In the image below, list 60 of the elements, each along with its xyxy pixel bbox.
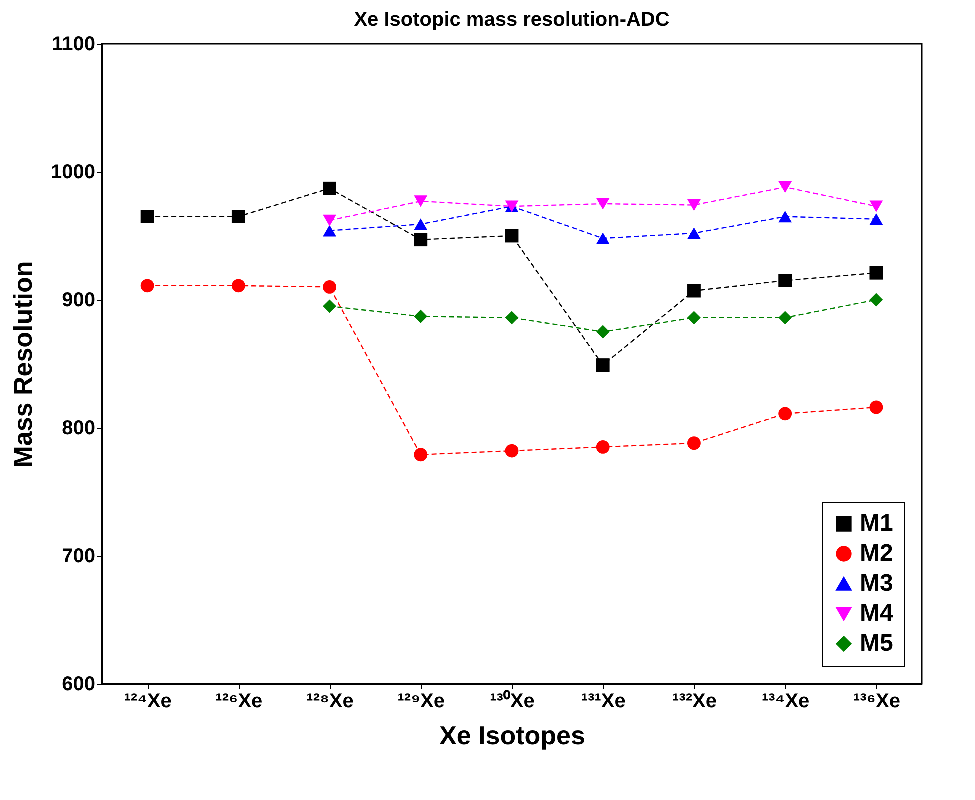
x-tick-label: ¹³²Xe: [672, 690, 717, 712]
chart-title: Xe Isotopic mass resolution-ADC: [354, 9, 670, 31]
point: [232, 210, 246, 224]
point: [414, 448, 428, 462]
point: [870, 214, 884, 226]
point: [414, 310, 428, 324]
point: [596, 440, 610, 454]
point: [414, 218, 428, 230]
point: [688, 199, 701, 212]
legend-label: M1: [860, 510, 894, 537]
y-axis-title: Mass Resolution: [8, 261, 38, 468]
x-tick-label: ¹³⁴Xe: [762, 690, 810, 712]
x-tick-label: ¹²⁴Xe: [124, 690, 172, 712]
point: [140, 210, 154, 224]
y-tick-label: 1000: [51, 162, 96, 184]
point: [323, 225, 336, 237]
point: [596, 358, 610, 372]
x-tick-label: ¹²⁹Xe: [398, 690, 446, 712]
point: [870, 400, 884, 414]
point: [505, 311, 519, 325]
x-tick-label: ¹³¹Xe: [581, 690, 626, 712]
point: [688, 228, 701, 240]
legend-label: M3: [860, 570, 894, 597]
point: [232, 279, 246, 293]
point: [778, 311, 792, 325]
point: [414, 196, 428, 208]
point: [505, 229, 519, 243]
x-tick-label: ¹³⁶Xe: [853, 690, 900, 712]
point: [688, 284, 701, 298]
x-axis-title: Xe Isotopes: [440, 720, 586, 750]
point: [688, 311, 701, 325]
y-tick-label: 900: [62, 290, 96, 312]
point: [778, 274, 792, 288]
y-tick-label: 600: [62, 674, 96, 696]
point: [778, 210, 792, 223]
y-tick-label: 700: [62, 546, 96, 568]
point: [140, 279, 154, 293]
legend-label: M5: [860, 630, 894, 657]
point: [323, 280, 336, 294]
point: [870, 200, 884, 212]
point: [505, 444, 519, 458]
point: [414, 233, 428, 247]
x-tick-label: ¹³⁰Xe: [490, 690, 535, 712]
point: [778, 182, 792, 194]
point: [688, 436, 701, 450]
point: [596, 325, 610, 339]
y-tick-label: 800: [62, 418, 96, 440]
point: [870, 266, 884, 280]
point: [323, 214, 336, 226]
point: [870, 293, 884, 307]
y-tick-label: 1100: [52, 34, 96, 56]
legend-label: M4: [860, 600, 894, 627]
point: [596, 198, 610, 210]
legend-label: M2: [860, 540, 894, 567]
point: [323, 182, 336, 196]
x-tick-label: ¹²⁸Xe: [306, 690, 354, 712]
x-tick-label: ¹²⁶Xe: [216, 690, 263, 712]
point: [323, 300, 336, 314]
point: [596, 232, 610, 244]
point: [778, 407, 792, 421]
